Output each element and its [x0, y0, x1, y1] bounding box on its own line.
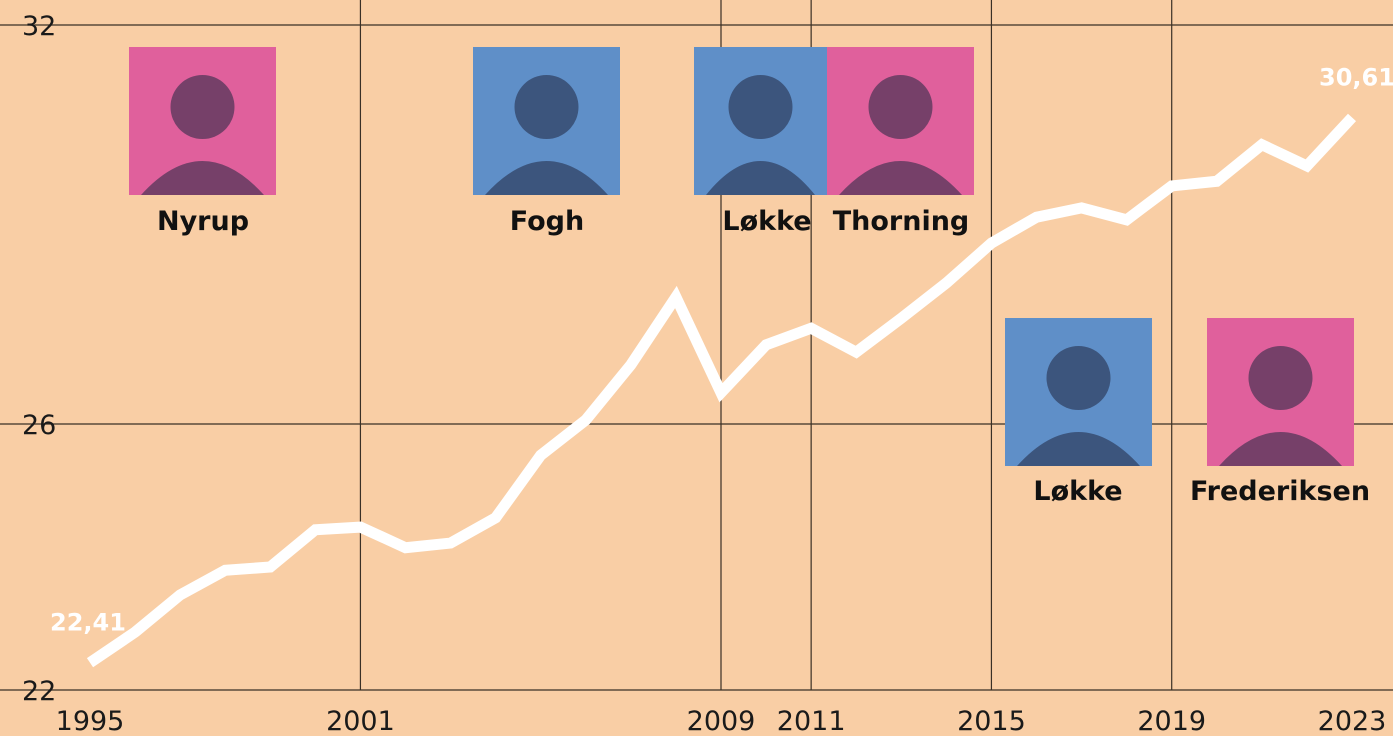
annotation-label: Frederiksen	[1190, 476, 1370, 507]
portrait-head	[1248, 346, 1313, 410]
annotation-label: Løkke	[1033, 476, 1122, 507]
annotation-label: Thorning	[833, 206, 970, 237]
x-tick-label: 2011	[777, 706, 846, 736]
portrait-body	[706, 161, 815, 195]
x-tick-label: 2015	[957, 706, 1026, 736]
x-tick-label: 2023	[1318, 706, 1387, 736]
x-tick-label: 2009	[687, 706, 756, 736]
annotation-label: Nyrup	[157, 206, 249, 237]
portrait-head	[868, 75, 933, 139]
x-tick-label: 1995	[56, 706, 125, 736]
value-label: 22,41	[50, 609, 126, 637]
portrait-head	[1046, 346, 1111, 410]
x-tick-label: 2019	[1137, 706, 1206, 736]
annotation-label: Løkke	[722, 206, 811, 237]
portrait-body	[485, 161, 608, 195]
portrait-head	[514, 75, 579, 139]
y-tick-label: 22	[22, 676, 56, 707]
value-label: 30,61	[1319, 63, 1393, 91]
portrait-head	[728, 75, 793, 139]
annotation-label: Fogh	[510, 206, 584, 237]
data-line	[86, 113, 1357, 668]
portrait-body	[839, 161, 962, 195]
y-tick-label: 26	[22, 410, 56, 441]
portrait-head	[170, 75, 235, 139]
portrait-body	[1017, 432, 1140, 466]
x-tick-label: 2001	[326, 706, 395, 736]
portrait-body	[141, 161, 264, 195]
y-tick-label: 32	[22, 11, 56, 42]
portrait-body	[1219, 432, 1342, 466]
